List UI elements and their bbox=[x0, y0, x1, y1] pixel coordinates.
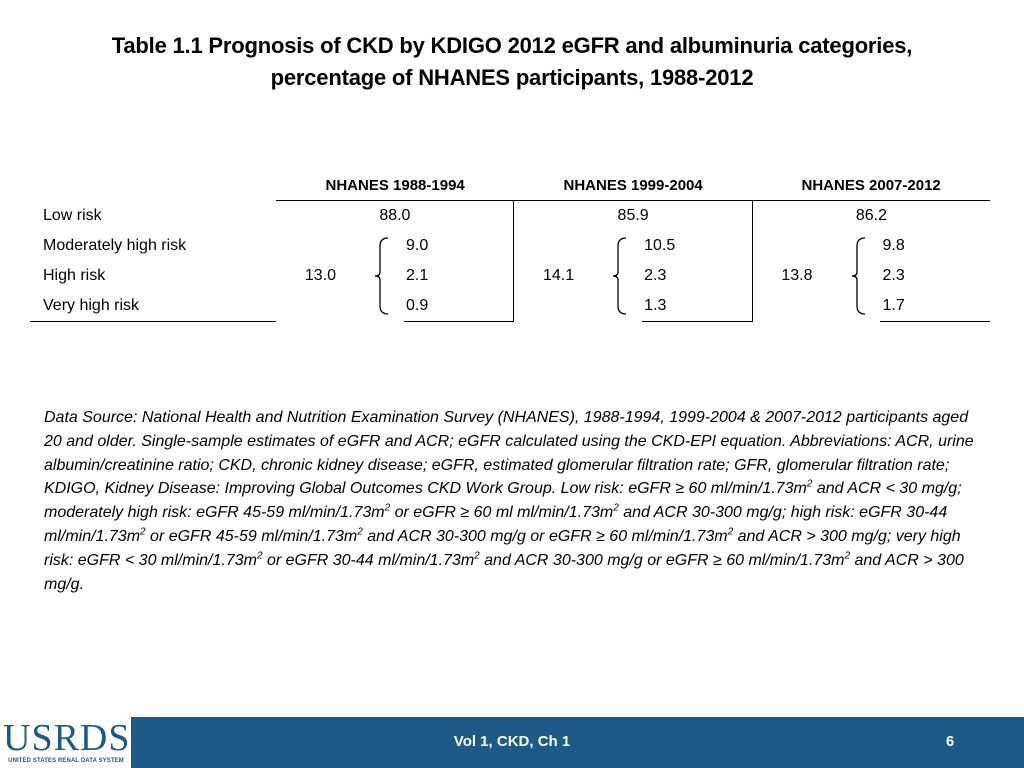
combined-value-1999: 14.1 bbox=[513, 231, 603, 322]
superscript: 2 bbox=[613, 502, 619, 514]
prognosis-table: NHANES 1988-1994 NHANES 1999-2004 NHANES… bbox=[30, 170, 990, 322]
chapter-label: Vol 1, CKD, Ch 1 bbox=[453, 733, 571, 750]
note-text: or eGFR 30-44 ml/min/1.73m bbox=[262, 551, 475, 569]
logo-subtext: UNITED STATES RENAL DATA SYSTEM bbox=[8, 758, 124, 764]
brace-icon bbox=[365, 231, 404, 322]
cell-value: 2.3 bbox=[644, 267, 667, 284]
row-label-low-risk: Low risk bbox=[43, 206, 102, 224]
note-text: Data Source: National Health and Nutriti… bbox=[44, 409, 974, 498]
brace-icon bbox=[841, 231, 880, 322]
cell-value: 10.5 bbox=[644, 237, 676, 254]
cell-value: 9.0 bbox=[406, 237, 429, 254]
superscript: 2 bbox=[727, 526, 734, 538]
page-title: Table 1.1 Prognosis of CKD by KDIGO 2012… bbox=[40, 30, 984, 94]
table-row: Very high risk 0.9 1.3 1.7 bbox=[30, 291, 990, 322]
logo-text: USRDS bbox=[3, 717, 131, 759]
table-row: High risk 2.1 2.3 2.3 bbox=[30, 261, 990, 291]
cell-value: 1.7 bbox=[880, 291, 990, 322]
note-text: and ACR 30-300 mg/g or eGFR ≥ 60 ml/min/… bbox=[479, 551, 845, 569]
header-empty bbox=[30, 170, 276, 201]
column-header-1999: NHANES 1999-2004 bbox=[513, 170, 753, 201]
cell-value: 88.0 bbox=[379, 207, 411, 224]
superscript: 2 bbox=[140, 526, 146, 538]
note-text: and ACR < 30 mg/g; moderately high risk:… bbox=[44, 480, 962, 522]
note-text: and ACR > 300 mg/g; very high risk: eGFR… bbox=[44, 527, 961, 569]
data-source-note: Data Source: National Health and Nutriti… bbox=[44, 406, 984, 596]
note-text: and ACR 30-300 mg/g or eGFR ≥ 60 ml/min/… bbox=[362, 527, 728, 545]
brace-icon bbox=[603, 231, 642, 322]
table-header-row: NHANES 1988-1994 NHANES 1999-2004 NHANES… bbox=[30, 170, 990, 201]
combined-value-1988: 13.0 bbox=[304, 267, 337, 285]
column-header-1988: NHANES 1988-1994 bbox=[276, 170, 514, 201]
superscript: 2 bbox=[474, 550, 480, 562]
combined-value-2007: 13.8 bbox=[751, 231, 842, 322]
superscript: 2 bbox=[357, 526, 363, 538]
title-line-1: Table 1.1 Prognosis of CKD by KDIGO 2012… bbox=[111, 33, 913, 58]
row-label-high-risk: High risk bbox=[43, 267, 106, 284]
footer-bar: USRDS UNITED STATES RENAL DATA SYSTEM Vo… bbox=[0, 717, 1024, 768]
table-row: Low risk 88.0 85.9 86.2 bbox=[30, 200, 990, 231]
note-text: or eGFR ≥ 60 ml ml/min/1.73m bbox=[390, 504, 614, 522]
superscript: 2 bbox=[844, 550, 851, 562]
cell-value: 86.2 bbox=[751, 200, 990, 231]
cell-value: 1.3 bbox=[642, 291, 753, 322]
superscript: 2 bbox=[384, 502, 391, 514]
usrds-logo: USRDS UNITED STATES RENAL DATA SYSTEM bbox=[0, 717, 131, 768]
row-label-very-high-risk: Very high risk bbox=[30, 291, 277, 322]
row-label-moderately-high-risk: Moderately high risk bbox=[43, 237, 187, 254]
cell-value: 2.1 bbox=[406, 267, 429, 284]
note-text: and ACR 30-300 mg/g; high risk: eGFR 30-… bbox=[44, 504, 948, 545]
note-text: or eGFR 45-59 ml/min/1.73m bbox=[145, 527, 358, 545]
cell-value: 2.3 bbox=[882, 267, 905, 284]
page-number: 6 bbox=[945, 733, 955, 750]
cell-value: 9.8 bbox=[882, 237, 905, 254]
superscript: 2 bbox=[806, 479, 813, 491]
column-header-2007: NHANES 2007-2012 bbox=[752, 170, 990, 201]
title-line-2: percentage of NHANES participants, 1988-… bbox=[270, 65, 754, 90]
cell-value: 85.9 bbox=[513, 200, 753, 231]
note-text: and ACR > 300 mg/g. bbox=[44, 551, 964, 593]
superscript: 2 bbox=[256, 550, 263, 562]
table-row: Moderately high risk 13.0 9.0 14.1 10.5 … bbox=[30, 231, 990, 322]
cell-value: 0.9 bbox=[404, 291, 514, 322]
